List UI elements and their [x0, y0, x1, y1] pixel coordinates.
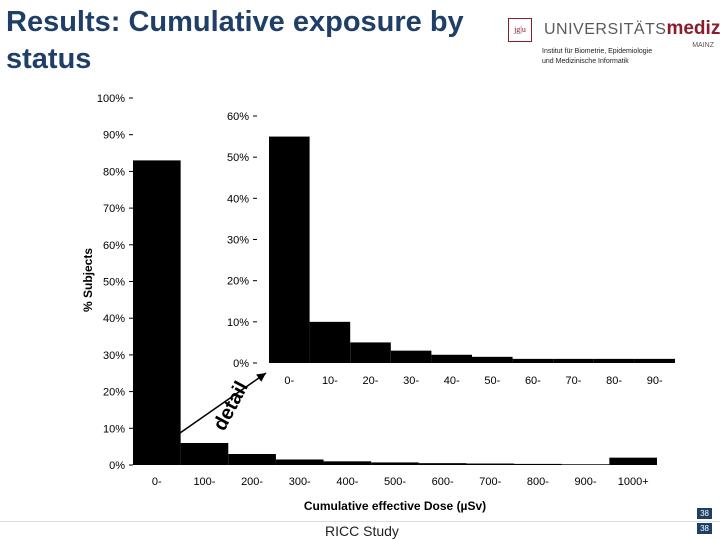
main-y-tick-label: 90%: [103, 130, 125, 142]
main-y-tick-label: 30%: [103, 350, 125, 362]
detail-x-tick-label: 40-: [444, 375, 460, 387]
main-x-tick-label: 400-: [336, 476, 358, 488]
main-bar: [228, 453, 276, 465]
main-y-tick-label: 70%: [103, 203, 125, 215]
detail-x-tick-label: 80-: [606, 375, 622, 387]
detail-x-tick-label: 50-: [484, 375, 500, 387]
institute-line-2: und Medizinische Informatik: [542, 58, 629, 65]
detail-bar: [390, 350, 432, 363]
detail-x-tick-label: 0-: [284, 375, 294, 387]
main-y-tick-label: 40%: [103, 313, 125, 325]
detail-bar: [269, 136, 310, 363]
main-x-tick-label: 600-: [432, 476, 454, 488]
main-y-tick-label: 80%: [103, 166, 125, 178]
detail-bar: [593, 358, 635, 363]
main-y-tick-label: 100%: [97, 93, 125, 105]
detail-y-tick-label: 60%: [227, 111, 249, 123]
main-x-tick-label: 700-: [479, 476, 501, 488]
main-bar: [514, 463, 562, 465]
main-x-tick-label: 500-: [384, 476, 406, 488]
main-y-tick-label: 60%: [103, 240, 125, 252]
detail-y-tick-label: 10%: [227, 317, 249, 329]
detail-bar: [634, 358, 675, 363]
detail-x-tick-label: 90-: [647, 375, 663, 387]
main-y-tick-label: 0%: [109, 460, 125, 472]
detail-bar: [350, 342, 391, 363]
detail-arrow: [179, 372, 267, 434]
main-bar: [418, 463, 467, 465]
main-x-axis-label: Cumulative effective Dose (µSv): [304, 499, 486, 513]
page-title: Results: Cumulative exposure by status: [6, 6, 464, 75]
main-y-tick-label: 50%: [103, 277, 125, 289]
main-bar: [561, 464, 610, 465]
logo-mainz-text: MAINZ: [692, 42, 714, 49]
detail-x-tick-label: 10-: [322, 375, 338, 387]
main-y-axis-label: % Subjects: [81, 248, 95, 312]
detail-x-tick-label: 60-: [525, 375, 541, 387]
detail-x-tick-label: 70-: [566, 375, 582, 387]
main-bar: [133, 160, 181, 465]
detail-bar: [472, 356, 513, 363]
detail-bar: [512, 358, 554, 363]
main-bar: [609, 457, 657, 465]
detail-y-tick-label: 0%: [233, 358, 249, 370]
page-number-badge: 38: [697, 508, 712, 519]
detail-bar: [431, 354, 472, 363]
main-x-tick-label: 300-: [289, 476, 311, 488]
logo-mark-icon: jg|u: [508, 18, 532, 42]
main-x-tick-label: 800-: [527, 476, 549, 488]
detail-x-tick-label: 20-: [363, 375, 379, 387]
main-y-tick-label: 10%: [103, 423, 125, 435]
footer-divider: [0, 521, 720, 522]
institute-name: Institut für Biometrie, Epidemiologie un…: [542, 47, 692, 67]
main-x-tick-label: 0-: [152, 476, 162, 488]
university-logo: jg|u UNIVERSITÄTSmedizin. MAINZ Institut…: [508, 14, 720, 74]
main-bar: [371, 462, 419, 465]
main-y-tick-label: 20%: [103, 387, 125, 399]
main-x-tick-label: 1000+: [618, 476, 649, 488]
detail-y-tick-label: 20%: [227, 276, 249, 288]
logo-med-text: medizin.: [666, 18, 720, 39]
page-number-badge-secondary: 38: [697, 523, 712, 534]
main-bar: [180, 442, 229, 465]
institute-line-1: Institut für Biometrie, Epidemiologie: [542, 48, 653, 55]
detail-y-tick-label: 40%: [227, 193, 249, 205]
main-bar: [275, 459, 324, 465]
main-bar: [323, 461, 372, 465]
main-bar: [466, 463, 515, 465]
main-x-tick-label: 100-: [193, 476, 215, 488]
logo-uni-text: UNIVERSITÄTS: [544, 21, 667, 38]
detail-y-tick-label: 30%: [227, 235, 249, 247]
logo-wordmark: UNIVERSITÄTSmedizin.: [544, 18, 720, 40]
footer-study-name: RICC Study: [325, 523, 399, 539]
detail-x-tick-label: 30-: [403, 375, 419, 387]
main-x-tick-label: 900-: [575, 476, 597, 488]
detail-y-tick-label: 50%: [227, 152, 249, 164]
detail-bar: [553, 358, 594, 363]
main-x-tick-label: 200-: [241, 476, 263, 488]
detail-bar: [309, 321, 351, 363]
detail-annotation: detail: [209, 378, 253, 434]
